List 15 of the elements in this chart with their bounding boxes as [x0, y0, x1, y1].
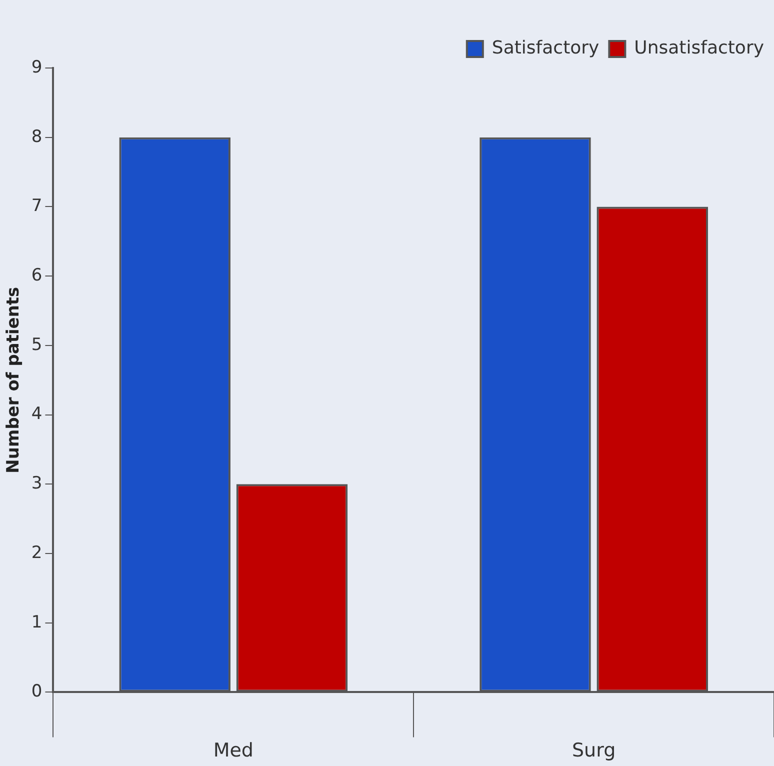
x-tick-label: Surg	[572, 740, 616, 762]
legend-label: Unsatisfactory	[634, 38, 764, 59]
y-tick-label: 2	[31, 542, 42, 563]
y-tick-label: 6	[31, 265, 42, 286]
y-tick-label: 8	[31, 126, 42, 147]
y-axis-title: Number of patients	[4, 286, 24, 474]
legend-label: Satisfactory	[492, 38, 600, 59]
y-tick-label: 1	[31, 612, 42, 632]
y-tick-label: 9	[31, 57, 42, 78]
x-tick-label: Med	[213, 740, 254, 762]
y-tick-label: 0	[31, 682, 42, 702]
y-tick-label: 3	[31, 474, 42, 494]
y-tick-label: 4	[31, 404, 42, 424]
y-tick-label: 5	[31, 334, 42, 355]
y-tick-label: 7	[31, 196, 42, 216]
